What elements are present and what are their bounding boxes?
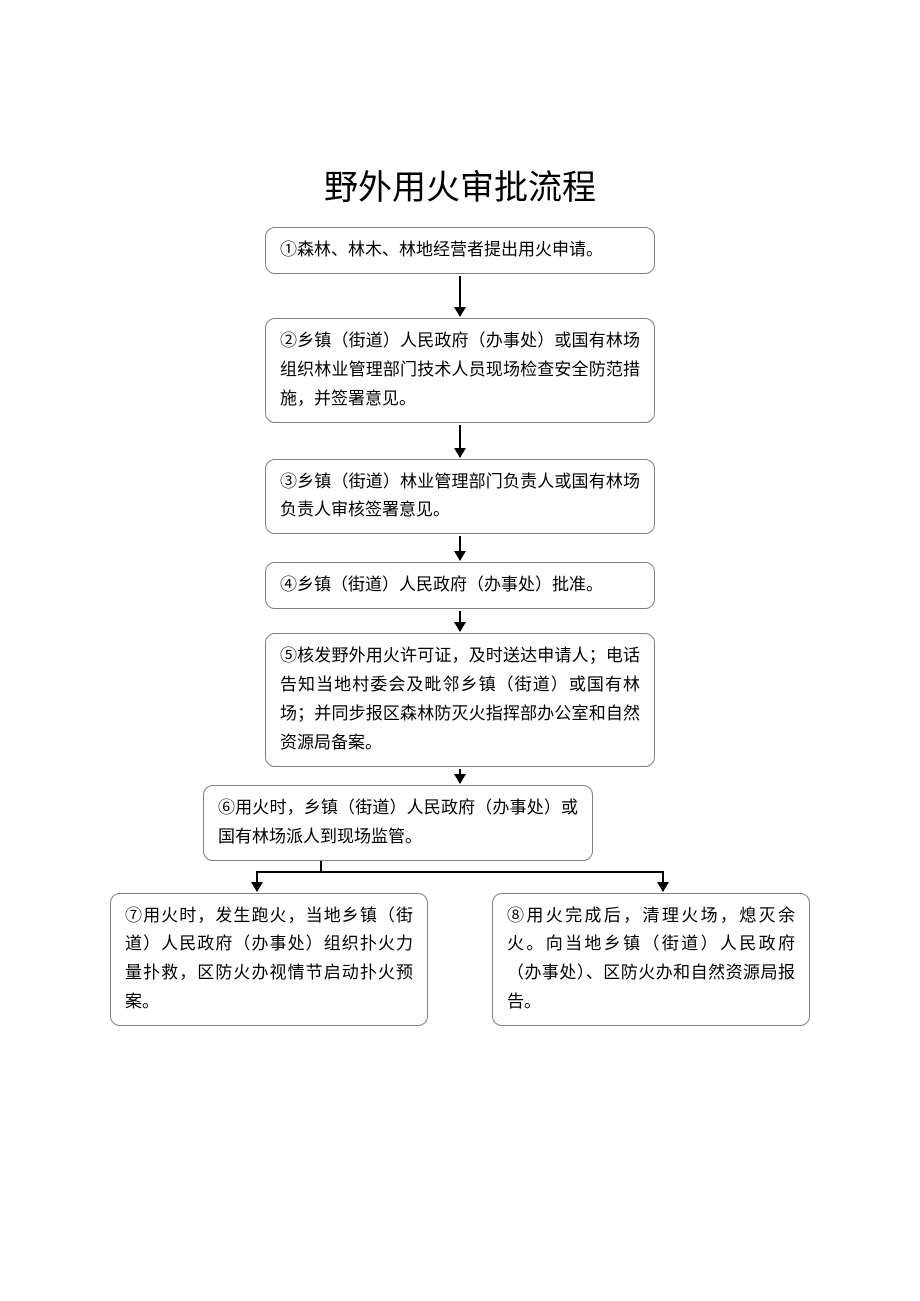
- flow-node-8: ⑧用火完成后，清理火场，熄灭余火。向当地乡镇（街道）人民政府（办事处）、区防火办…: [492, 893, 810, 1027]
- flow-node-7: ⑦用火时，发生跑火，当地乡镇（街道）人民政府（办事处）组织扑火力量扑救，区防火办…: [110, 893, 428, 1027]
- arrow-icon: [459, 611, 461, 631]
- flow-node-1: ①森林、林木、林地经营者提出用火申请。: [265, 227, 655, 274]
- branch-connector: [110, 861, 810, 893]
- connector-line: [320, 861, 322, 871]
- flowchart-title: 野外用火审批流程: [0, 160, 920, 209]
- arrow-icon: [459, 536, 461, 560]
- arrow-icon: [459, 276, 461, 316]
- arrow-icon: [256, 873, 258, 891]
- flow-node-2: ②乡镇（街道）人民政府（办事处）或国有林场组织林业管理部门技术人员现场检查安全防…: [265, 318, 655, 423]
- branch-row: ⑦用火时，发生跑火，当地乡镇（街道）人民政府（办事处）组织扑火力量扑救，区防火办…: [110, 893, 810, 1027]
- branch-wrapper: ⑦用火时，发生跑火，当地乡镇（街道）人民政府（办事处）组织扑火力量扑救，区防火办…: [110, 861, 810, 1027]
- arrow-icon: [459, 769, 461, 783]
- arrow-icon: [459, 425, 461, 457]
- flow-node-4: ④乡镇（街道）人民政府（办事处）批准。: [265, 562, 655, 609]
- flow-node-6: ⑥用火时，乡镇（街道）人民政府（办事处）或国有林场派人到现场监管。: [203, 785, 593, 861]
- arrow-icon: [662, 873, 664, 891]
- flow-node-5: ⑤核发野外用火许可证，及时送达申请人；电话告知当地村委会及毗邻乡镇（街道）或国有…: [265, 633, 655, 767]
- flowchart-container: ①森林、林木、林地经营者提出用火申请。 ②乡镇（街道）人民政府（办事处）或国有林…: [0, 227, 920, 1026]
- connector-line: [256, 871, 664, 873]
- flow-node-3: ③乡镇（街道）林业管理部门负责人或国有林场负责人审核签署意见。: [265, 459, 655, 535]
